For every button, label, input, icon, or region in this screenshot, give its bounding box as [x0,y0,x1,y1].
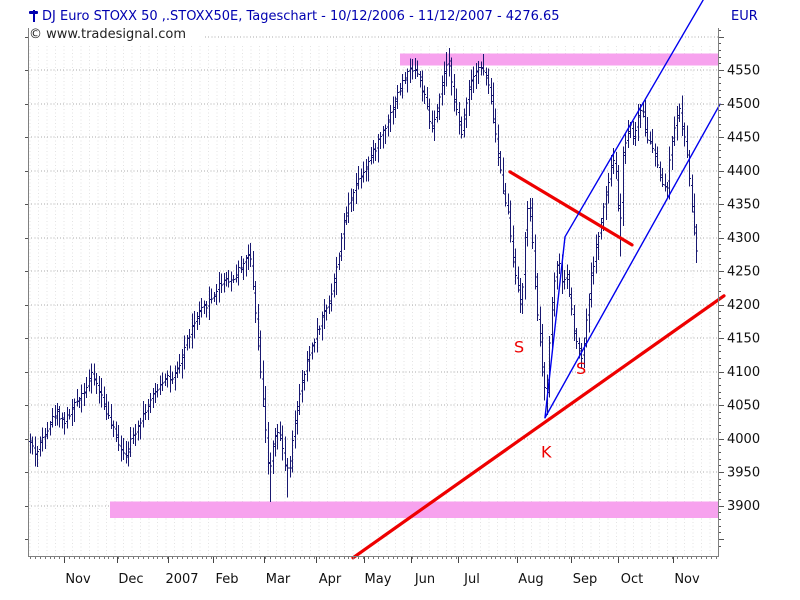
y-tick-label: 4250 [727,265,760,280]
watermark-copyright: © www.tradesignal.com [29,27,194,43]
y-tick-label: 3950 [727,466,760,481]
horizontal-gridlines [28,36,718,507]
x-month-label: Oct [621,572,643,587]
y-tick-label: 4350 [727,198,760,213]
annotation-S: S [576,359,586,378]
vertical-minor-gridlines [29,46,711,555]
x-month-label: Jul [463,572,480,587]
axes [25,28,724,557]
y-tick-label: 4050 [727,399,760,414]
y-axis-labels: 4550 4500 4450 4400 4350 4300 4250 4200 4150 4100… [727,64,760,515]
x-axis: Nov Dec 2007 Feb Mar Apr May Jun Jul Aug Sep Oct Nov [30,557,717,587]
trendline-wedge-left [544,0,704,419]
chart-title-row: DJ Euro STOXX 50 ,.STOXX50E, Tageschart … [29,7,566,25]
chart-title: DJ Euro STOXX 50 ,.STOXX50E, Tageschart … [42,8,560,24]
x-month-label: 2007 [165,572,198,587]
y-tick-label: 4450 [727,131,760,146]
y-tick-label: 4000 [727,432,760,447]
x-month-label: Dec [118,572,143,587]
y-tick-label: 4200 [727,298,760,313]
x-month-label: Nov [65,572,91,587]
trendline-wedge-right [544,103,721,419]
support-zone [110,501,718,519]
y-tick-label: 4500 [727,97,760,112]
x-month-label: Nov [674,572,700,587]
instrument-pin-icon [29,10,38,22]
x-month-label: Mar [266,572,291,587]
annotation-S: S [514,338,524,357]
x-month-label: Feb [215,572,238,587]
currency-axis-label: EUR [731,9,758,24]
price-zones [110,53,718,519]
y-tick-label: 4550 [727,64,760,79]
trendlines [351,0,726,560]
price-bars [29,47,698,503]
resistance-zone [400,53,718,66]
x-month-label: Apr [319,572,342,587]
y-tick-label: 3900 [727,499,760,514]
x-month-label: Jun [414,572,435,587]
y-tick-label: 4100 [727,365,760,380]
y-tick-label: 4400 [727,164,760,179]
trendline-downtrend-resistance [508,170,634,247]
letter-annotations: S S K [514,338,586,462]
x-month-label: May [365,572,392,587]
y-tick-label: 4150 [727,332,760,347]
y-tick-label: 4300 [727,231,760,246]
annotation-K: K [541,442,552,461]
trendline-uptrend-support [351,294,726,560]
x-month-label: Sep [573,572,598,587]
x-month-label: Aug [518,572,543,587]
